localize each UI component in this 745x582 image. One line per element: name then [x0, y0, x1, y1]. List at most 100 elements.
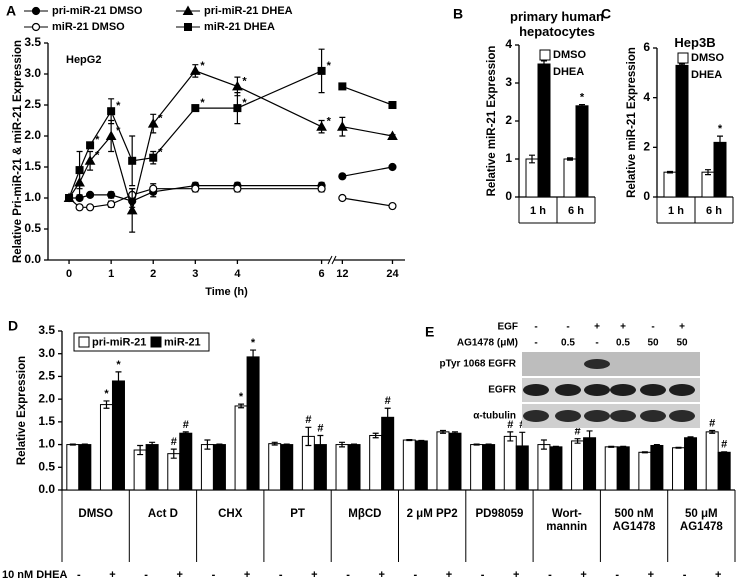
bar	[268, 443, 282, 491]
lane-label: 0.5	[561, 338, 575, 349]
bar	[78, 444, 92, 491]
error-bar	[653, 443, 660, 447]
x-tick-label: +	[177, 569, 183, 581]
y-tick-label: 0.5	[24, 221, 41, 235]
bar	[212, 444, 226, 491]
legend-label: DHEA	[691, 69, 722, 81]
marker	[388, 101, 397, 109]
x-tick-label: 12	[336, 268, 348, 280]
bar	[701, 171, 715, 198]
legend-marker	[31, 22, 41, 32]
band-label: α-tubulin	[473, 411, 516, 422]
lane-label: +	[594, 322, 600, 333]
band-label: EGFR	[488, 385, 517, 396]
error-bar	[69, 443, 76, 446]
y-tick-label: 1.0	[38, 437, 55, 451]
y-axis-label: Relative Pri-miR-21 & miR-21 Expression	[12, 40, 24, 263]
bar	[448, 432, 462, 491]
bar	[369, 434, 383, 491]
marker	[75, 203, 84, 212]
bar	[604, 446, 618, 491]
error-bar	[667, 170, 673, 174]
x-tick-label: -	[548, 569, 552, 581]
legend-frame	[73, 332, 210, 352]
panel-letter: A	[6, 3, 16, 19]
lane-label: 50	[676, 338, 688, 349]
error-bar	[204, 439, 211, 450]
panel-letter: B	[453, 6, 463, 22]
blot-band	[555, 384, 581, 396]
marker	[388, 162, 397, 172]
y-tick-label: 0	[643, 189, 650, 203]
blot-band	[610, 410, 636, 422]
bar	[583, 437, 597, 491]
bar	[672, 447, 686, 491]
significance: *	[95, 150, 100, 162]
group-label: MβCD	[348, 508, 382, 520]
error-bar	[103, 400, 110, 409]
x-tick-label: -	[683, 569, 687, 581]
bar	[200, 444, 214, 491]
x-tick-label: +	[109, 569, 115, 581]
error-bar	[418, 439, 425, 442]
marker	[316, 121, 327, 131]
significance: *	[116, 359, 121, 371]
group-label: 2 μM PP2	[406, 508, 458, 520]
x-tick-label: 1 h	[668, 205, 684, 217]
x-tick-label: +	[580, 569, 586, 581]
bar	[663, 171, 677, 198]
error-bar	[250, 349, 257, 365]
lane-label: +	[620, 322, 626, 333]
error-bar	[519, 431, 526, 461]
legend-label: pri-miR-21	[92, 336, 146, 348]
bar	[537, 63, 551, 198]
significance: *	[327, 60, 332, 72]
x-tick-label: -	[77, 569, 81, 581]
bar	[549, 446, 563, 491]
marker	[233, 184, 242, 193]
bar	[414, 440, 428, 491]
bar	[234, 405, 248, 491]
significance: *	[242, 97, 247, 109]
bar	[133, 449, 147, 491]
bar	[436, 431, 450, 491]
significance: *	[718, 123, 723, 135]
error-bar	[641, 451, 648, 454]
significance: *	[158, 147, 163, 159]
significance: #	[507, 419, 513, 431]
group-label: Act D	[147, 508, 178, 520]
legend-marker	[182, 5, 194, 15]
x-tick-label: -	[615, 569, 619, 581]
bar	[179, 432, 193, 491]
error-bar	[567, 157, 573, 161]
bar	[482, 444, 496, 491]
error-bar	[137, 444, 144, 456]
error-bar	[170, 448, 177, 459]
error-bar	[81, 443, 88, 446]
marker	[85, 190, 95, 199]
bar	[650, 444, 664, 491]
bar	[563, 158, 577, 198]
blot-band	[584, 384, 610, 396]
y-tick-label: 0.0	[38, 482, 55, 496]
y-tick-label: 1.5	[38, 414, 55, 428]
y-tick-label: 3.0	[38, 346, 55, 360]
marker	[107, 200, 116, 209]
legend-swatch	[677, 52, 689, 64]
blot-band	[584, 410, 610, 422]
y-tick-label: 1.5	[24, 159, 41, 173]
marker	[126, 204, 138, 215]
significance: *	[251, 337, 256, 349]
marker	[191, 104, 200, 113]
panel-letter: E	[425, 324, 434, 340]
x-tick-label: -	[279, 569, 283, 581]
significance: *	[116, 100, 121, 112]
marker	[338, 172, 347, 181]
y-tick-label: 2.5	[24, 97, 41, 111]
significance: *	[327, 116, 332, 128]
x-tick-label: +	[513, 569, 519, 581]
lane-label: -	[534, 338, 537, 349]
marker	[149, 184, 158, 193]
bar	[167, 453, 181, 491]
